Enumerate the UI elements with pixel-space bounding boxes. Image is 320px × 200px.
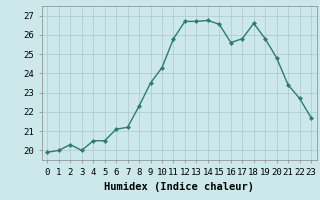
X-axis label: Humidex (Indice chaleur): Humidex (Indice chaleur): [104, 182, 254, 192]
